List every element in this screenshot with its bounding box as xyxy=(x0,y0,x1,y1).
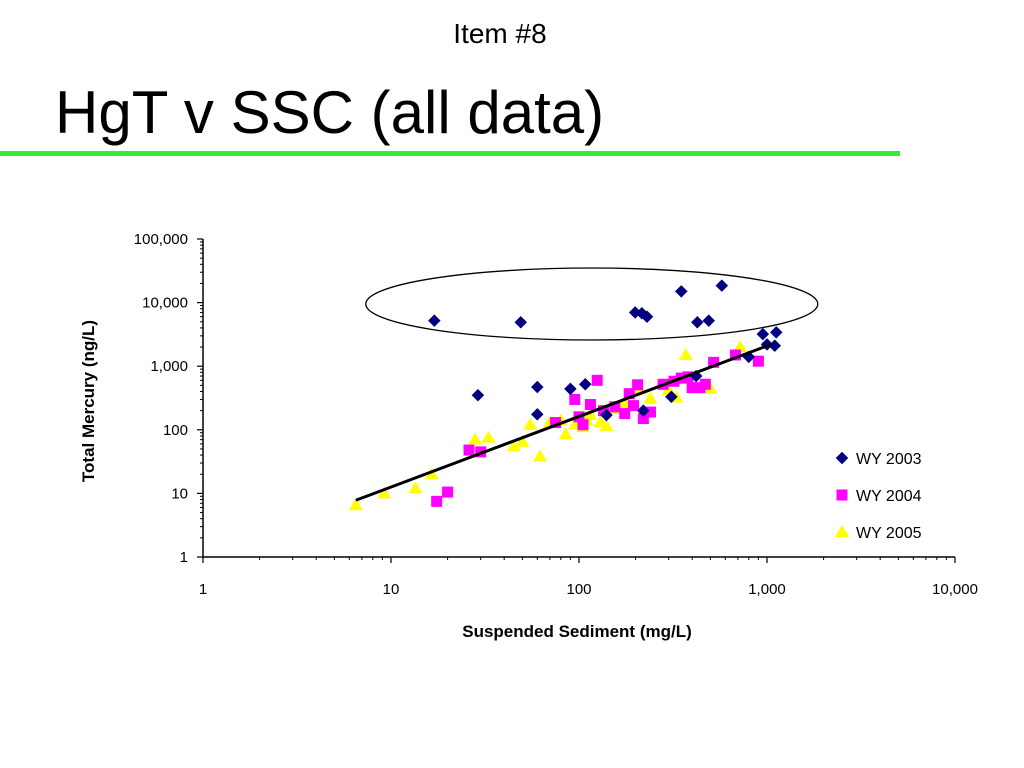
data-point xyxy=(690,315,704,329)
data-point xyxy=(609,401,621,413)
x-tick-label: 1,000 xyxy=(748,581,786,598)
data-point xyxy=(481,430,496,443)
data-point xyxy=(577,419,589,431)
x-axis-title: Suspended Sediment (mg/L) xyxy=(462,622,692,641)
data-point xyxy=(564,382,577,396)
data-point xyxy=(530,407,544,421)
data-point xyxy=(591,374,603,386)
data-point xyxy=(730,349,742,361)
data-point xyxy=(644,406,656,418)
square-icon xyxy=(836,489,848,501)
diamond-icon xyxy=(835,451,849,465)
data-point xyxy=(665,390,678,404)
data-point xyxy=(514,315,528,329)
series-wy-2003 xyxy=(427,279,783,422)
y-axis-title: Total Mercury (ng/L) xyxy=(79,320,98,482)
chart-trendline xyxy=(355,343,772,502)
series-wy-2004 xyxy=(431,349,764,507)
data-point xyxy=(640,310,654,324)
data-point xyxy=(558,427,573,440)
data-point xyxy=(678,348,693,361)
data-point xyxy=(578,377,592,391)
chart-marks xyxy=(348,279,783,511)
chart-legend: WY 2003 WY 2004 WY 2005 xyxy=(835,451,922,542)
data-point xyxy=(584,398,596,410)
legend-item: WY 2005 xyxy=(835,525,922,542)
highlight-ellipse xyxy=(365,267,819,341)
data-point xyxy=(523,417,538,430)
data-point xyxy=(708,356,720,368)
y-tick-label: 100,000 xyxy=(134,231,188,248)
data-point xyxy=(643,391,658,404)
item-label: Item #8 xyxy=(453,18,547,49)
data-point xyxy=(752,355,764,367)
legend-label: WY 2003 xyxy=(856,451,922,468)
data-point xyxy=(427,314,441,328)
data-point xyxy=(637,413,649,425)
data-point xyxy=(623,388,635,400)
data-point xyxy=(408,481,423,494)
data-point xyxy=(733,340,748,353)
trend-line xyxy=(355,343,772,502)
data-point xyxy=(506,439,521,452)
data-point xyxy=(686,382,698,394)
data-point xyxy=(598,405,610,417)
data-point xyxy=(471,388,485,402)
title-underline xyxy=(0,151,900,156)
series-wy-2005 xyxy=(348,340,748,511)
y-tick-label: 100 xyxy=(163,422,188,439)
data-point xyxy=(431,495,443,507)
data-point xyxy=(569,393,581,405)
data-point xyxy=(463,444,475,456)
data-point xyxy=(628,400,640,412)
slide-title: HgT v SSC (all data) xyxy=(55,79,605,146)
data-point xyxy=(632,379,644,391)
x-tick-label: 100 xyxy=(566,581,591,598)
x-tick-label: 1 xyxy=(199,581,207,598)
y-tick-label: 1 xyxy=(180,549,188,566)
data-point xyxy=(530,380,544,394)
x-tick-label: 10 xyxy=(383,581,400,598)
legend-item: WY 2004 xyxy=(836,488,922,505)
data-point xyxy=(515,434,530,447)
data-point xyxy=(348,498,363,511)
legend-label: WY 2005 xyxy=(856,525,922,542)
data-point xyxy=(532,449,547,462)
data-point xyxy=(599,418,614,431)
data-point xyxy=(715,279,729,292)
data-point xyxy=(600,408,613,422)
data-point xyxy=(468,432,483,445)
triangle-icon xyxy=(835,525,849,537)
y-tick-label: 10,000 xyxy=(142,295,188,312)
data-point xyxy=(702,314,716,328)
chart-axes: 1 10 100 1,000 10,000 1 10 100 1,000 10,000 100,00… xyxy=(134,231,978,598)
x-tick-label: 10,000 xyxy=(932,581,978,598)
data-point xyxy=(637,404,650,418)
data-point xyxy=(699,378,711,390)
data-point xyxy=(550,417,562,429)
data-point xyxy=(619,408,631,420)
data-point xyxy=(674,285,688,298)
y-tick-label: 1,000 xyxy=(150,358,188,375)
chart-annotation xyxy=(365,267,819,341)
y-tick-label: 10 xyxy=(171,485,188,502)
data-point xyxy=(377,486,392,499)
legend-item: WY 2003 xyxy=(835,451,922,468)
data-point xyxy=(768,339,782,353)
legend-label: WY 2004 xyxy=(856,488,922,505)
data-point xyxy=(756,327,770,341)
data-point xyxy=(442,486,454,498)
data-point xyxy=(769,326,783,339)
